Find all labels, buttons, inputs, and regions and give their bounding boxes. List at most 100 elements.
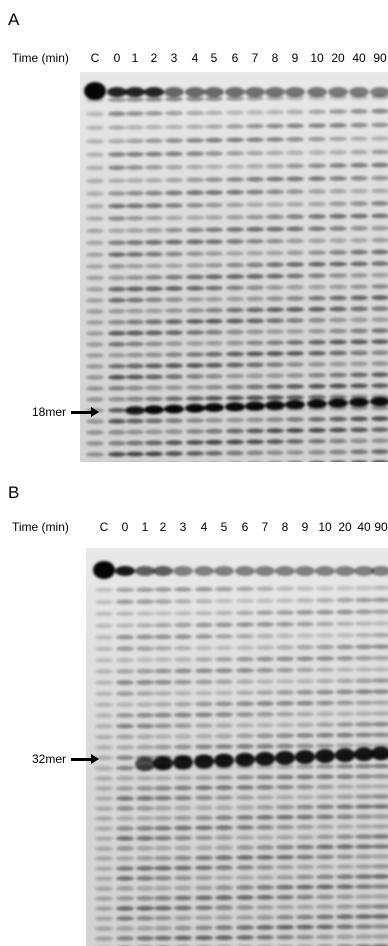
panel-a-ladder-band	[145, 227, 163, 233]
panel-b-ladder-band	[195, 925, 213, 931]
panel-b-ladder-band	[174, 815, 192, 821]
panel-a-ladder-band	[205, 124, 223, 129]
panel-b-ladder-band	[95, 680, 113, 686]
panel-a-ladder-band	[226, 96, 244, 101]
panel-b-ladder-band	[296, 864, 314, 870]
panel-a-ladder-band	[329, 273, 347, 278]
panel-b-gel-svg	[93, 561, 388, 946]
panel-a-ladder-band	[286, 450, 304, 455]
panel-b-product-band	[214, 753, 234, 768]
panel-a-ladder-band	[308, 394, 326, 400]
panel-b-ladder-band	[116, 755, 134, 761]
panel-b-ladder-band	[215, 865, 233, 871]
panel-b-ladder-band	[174, 733, 192, 739]
panel-a-ladder-band	[371, 405, 388, 411]
panel-b-ladder-band	[355, 678, 373, 684]
panel-b-ladder-band	[276, 743, 294, 749]
panel-b-lane-label: 20	[338, 520, 352, 534]
panel-b-ladder-band	[276, 854, 294, 860]
panel-a-ladder-band	[186, 263, 204, 268]
panel-a-ladder-band	[246, 262, 264, 268]
panel-a-ladder-band	[86, 286, 104, 292]
panel-b-ladder-band	[154, 734, 172, 739]
panel-b-ladder-band	[296, 656, 314, 662]
panel-b-ladder-band	[95, 856, 113, 861]
panel-b-ladder-band	[154, 915, 172, 921]
panel-b-ladder-band	[195, 586, 213, 592]
panel-b-ladder-band	[215, 690, 233, 696]
panel-b-substrate-band	[173, 566, 193, 576]
panel-b-ladder-band	[336, 597, 354, 603]
panel-b-ladder-band	[355, 804, 373, 810]
panel-b-ladder-band	[372, 874, 388, 879]
panel-b-ladder-band	[256, 743, 274, 749]
panel-b-ladder-band	[95, 816, 113, 821]
panel-b-time-header: Time (min)	[12, 520, 69, 534]
panel-a-ladder-band	[246, 110, 264, 115]
panel-a-ladder-band	[226, 318, 244, 324]
panel-a-ladder-band	[126, 341, 144, 347]
panel-a-ladder-band	[266, 296, 284, 302]
panel-a-ladder-band	[126, 97, 144, 102]
panel-b-ladder-band	[336, 711, 354, 717]
panel-a-ladder-band	[329, 136, 347, 142]
panel-a-ladder-band	[246, 373, 264, 379]
panel-b-product-band	[315, 749, 335, 764]
panel-b-ladder-band	[355, 609, 373, 615]
panel-b-ladder-band	[296, 609, 314, 615]
panel-a-ladder-band	[86, 125, 104, 131]
panel-a-lane-label: 20	[331, 51, 345, 65]
panel-a-ladder-band	[329, 188, 347, 194]
panel-a-ladder-band	[329, 213, 347, 219]
panel-b-ladder-band	[174, 925, 192, 931]
panel-b-ladder-band	[116, 936, 134, 941]
panel-b-ladder-band	[336, 844, 354, 850]
panel-b-ladder-band	[276, 711, 294, 717]
panel-b-ladder-band	[372, 644, 388, 650]
panel-a-ladder-band	[108, 191, 126, 196]
panel-b-ladder-band	[195, 895, 213, 901]
panel-a-ladder-band	[165, 177, 183, 183]
panel-b-ladder-band	[372, 794, 388, 799]
panel-b-ladder-band	[236, 764, 254, 770]
panel-b-lane-label: 9	[301, 520, 309, 534]
panel-b-ladder-band	[95, 916, 113, 921]
panel-a-ladder-band	[186, 363, 204, 368]
panel-b-ladder-band	[372, 700, 388, 706]
panel-b-ladder-band	[215, 733, 233, 739]
panel-b-ladder-band	[195, 610, 213, 616]
panel-a-ladder-band	[186, 151, 204, 157]
panel-b-ladder-band	[174, 744, 192, 750]
panel-b-ladder-band	[154, 895, 172, 901]
panel-a-ladder-band	[86, 165, 104, 171]
panel-b-substrate-band	[354, 566, 374, 576]
panel-a-ladder-band	[226, 150, 244, 156]
panel-b-ladder-band	[215, 622, 233, 628]
panel-a-ladder-band	[205, 362, 223, 368]
panel-a-ladder-band	[308, 150, 326, 155]
panel-a-ladder-band	[126, 124, 144, 130]
panel-a-ladder-band	[371, 149, 388, 155]
panel-b-ladder-band	[116, 623, 134, 628]
panel-b-ladder-band	[276, 794, 294, 800]
panel-a-substrate-band	[285, 87, 305, 97]
panel-a-ladder-band	[308, 189, 326, 194]
panel-a-ladder-band	[86, 397, 104, 402]
panel-a-ladder-band	[286, 284, 304, 290]
panel-b-ladder-band	[355, 864, 373, 870]
panel-b-lane-label: 4	[200, 520, 208, 534]
panel-b-ladder-band	[116, 846, 134, 851]
panel-b-ladder-band	[316, 633, 334, 639]
panel-a-ladder-band	[266, 123, 284, 129]
panel-b-ladder-band	[256, 722, 274, 728]
panel-b-ladder-band	[95, 745, 113, 750]
panel-b-ladder-band	[316, 743, 334, 749]
panel-b-lane-label: 7	[261, 520, 269, 534]
panel-a-ladder-band	[145, 274, 163, 280]
panel-b-ladder-band	[316, 854, 334, 860]
panel-b-ladder-band	[336, 633, 354, 638]
panel-a-ladder-band	[205, 262, 223, 268]
panel-b-ladder-band	[236, 895, 254, 900]
panel-a-substrate-band	[204, 87, 224, 97]
panel-b-ladder-band	[336, 774, 354, 780]
